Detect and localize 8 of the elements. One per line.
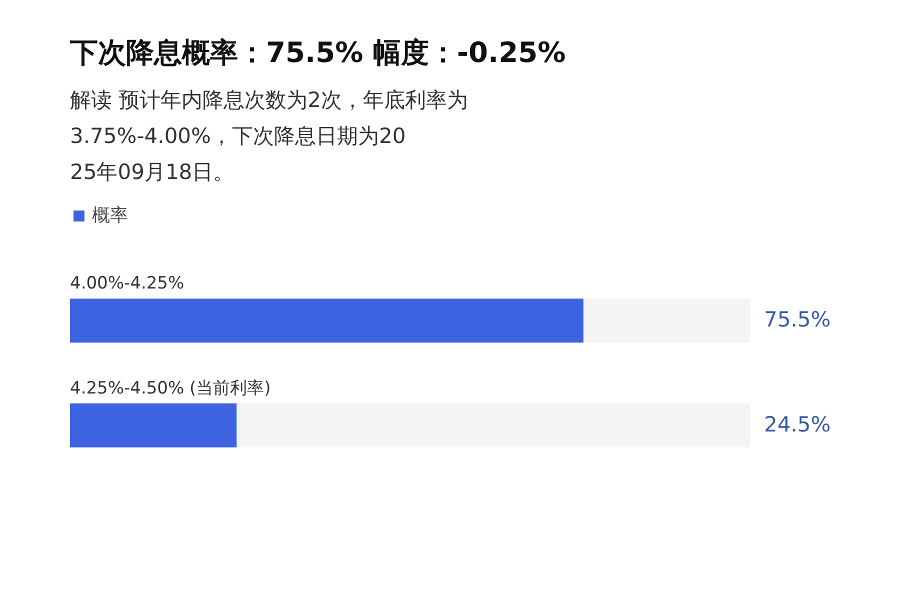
text: 3.75%-4.00%，下次降息日期为2025年09月18日。 xyxy=(70,124,406,184)
y-tick-label: 4.25%-4.50% (当前利率) xyxy=(70,378,271,398)
y-tick-label: 4.00%-4.25% xyxy=(70,274,184,294)
text: 解读 预计年内降息次数为2次，年底利率为 xyxy=(70,88,468,112)
data-label: 75.5% xyxy=(764,308,831,332)
data-label: 24.5% xyxy=(764,412,831,436)
legend-label: 概率 xyxy=(92,205,128,226)
chart-title: 下次降息概率：75.5% 幅度：-0.25% xyxy=(69,36,566,69)
